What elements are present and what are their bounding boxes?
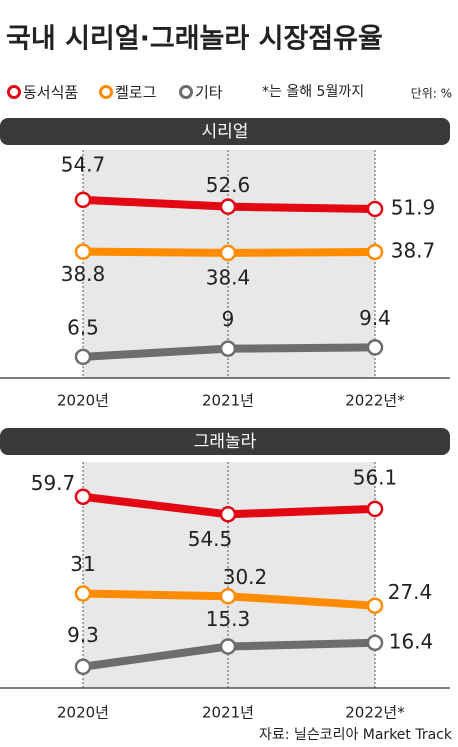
point <box>366 634 384 652</box>
data-label: 54.5 <box>188 527 233 551</box>
x-tick-label: 2022년* <box>345 392 405 410</box>
x-tick-label: 2020년 <box>57 392 109 410</box>
point <box>74 191 92 209</box>
point <box>74 658 92 675</box>
unit: 단위: % <box>411 87 452 101</box>
data-label: 38.8 <box>61 262 106 286</box>
data-label: 27.4 <box>388 580 433 604</box>
point <box>366 200 384 218</box>
legend-marker <box>179 85 193 99</box>
data-label: 38.4 <box>206 265 251 289</box>
point <box>74 585 92 602</box>
data-label: 51.9 <box>391 195 436 219</box>
source: 자료: 닐슨코리아 Market Track <box>259 727 453 743</box>
point <box>219 198 237 215</box>
data-label: 31 <box>70 552 95 576</box>
point <box>219 244 237 262</box>
data-label: 38.7 <box>391 238 436 262</box>
point <box>219 638 237 655</box>
point <box>366 597 384 614</box>
legend-marker <box>7 85 21 99</box>
point <box>219 340 237 357</box>
data-label: 54.7 <box>61 152 106 176</box>
panel-title: 그래놀라 <box>194 432 257 452</box>
legend-label: 켈로그 <box>115 84 156 102</box>
point <box>74 348 92 366</box>
point <box>366 243 384 261</box>
note: *는 올해 5월까지 <box>262 84 364 100</box>
point <box>74 488 92 505</box>
point <box>366 500 384 518</box>
legend: 동서식품 켈로그 기타 <box>7 84 223 102</box>
data-label: 56.1 <box>353 465 398 489</box>
plot-shade <box>83 150 375 378</box>
x-tick-label: 2020년 <box>57 704 109 722</box>
data-label: 9 <box>222 307 235 331</box>
x-tick-label: 2022년* <box>345 704 405 722</box>
data-label: 52.6 <box>206 173 251 197</box>
x-tick-label: 2021년 <box>202 392 254 410</box>
point <box>219 506 237 523</box>
point <box>74 243 92 260</box>
x-tick-label: 2021년 <box>202 704 254 722</box>
point <box>366 339 384 356</box>
panel: 시리얼 2020년 2021년 2022년* 54.7 52.6 51.9 38.8 38.4 3… <box>0 118 450 410</box>
data-label: 16.4 <box>389 629 434 653</box>
panel-header <box>0 428 450 455</box>
data-label: 30.2 <box>223 565 268 589</box>
data-label: 6.5 <box>67 315 99 339</box>
legend-label: 기타 <box>195 84 223 102</box>
data-label: 9.4 <box>359 306 391 330</box>
legend-label: 동서식품 <box>23 84 78 102</box>
legend-marker <box>99 85 113 99</box>
data-label: 15.3 <box>206 607 251 631</box>
panel: 그래놀라 2020년 2021년 2022년* 59.7 54.5 56.1 31 30.2 27… <box>0 428 450 722</box>
title: 국내 시리얼·그래놀라 시장점유율 <box>6 24 383 55</box>
panel-header <box>0 118 450 145</box>
data-label: 9.3 <box>67 623 99 647</box>
data-label: 59.7 <box>31 471 76 495</box>
point <box>219 588 237 605</box>
panel-title: 시리얼 <box>202 122 249 142</box>
